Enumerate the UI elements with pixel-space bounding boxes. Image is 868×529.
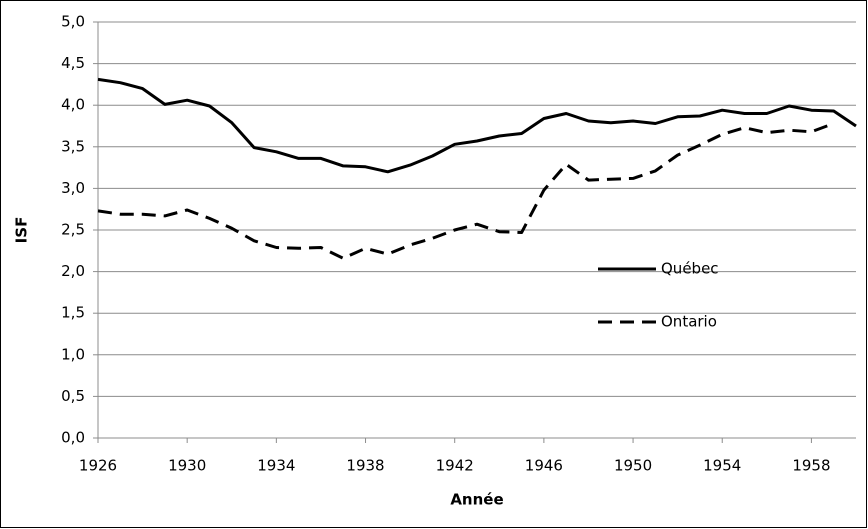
y-tick-label: 3,5: [61, 137, 85, 155]
x-tick-label: 1946: [525, 457, 563, 475]
y-tick-label: 4,0: [61, 96, 85, 114]
y-tick-label: 1,0: [61, 345, 85, 363]
series-line: [97, 122, 835, 260]
x-tick-label: 1926: [79, 457, 117, 475]
y-axis-title: ISF: [13, 217, 31, 244]
x-tick-label: 1942: [436, 457, 474, 475]
y-tick-label: 5,0: [61, 13, 85, 31]
legend-label: Ontario: [661, 313, 717, 331]
y-tick-label: 2,0: [61, 262, 85, 280]
x-tick-label: 1930: [168, 457, 206, 475]
x-tick-label: 1934: [257, 457, 295, 475]
x-axis-title: Année: [450, 491, 503, 509]
y-tick-label: 4,5: [61, 54, 85, 72]
y-tick-label: 1,5: [61, 304, 85, 322]
series-line: [97, 77, 857, 174]
legend-label: Québec: [661, 260, 719, 278]
y-tick-label: 0,5: [61, 387, 85, 405]
x-tick-label: 1938: [346, 457, 384, 475]
y-tick-label: 2,5: [61, 221, 85, 239]
x-tick-label: 1950: [614, 457, 652, 475]
y-tick-label: 0,0: [61, 429, 85, 447]
x-tick-label: 1958: [792, 457, 830, 475]
y-tick-label: 3,0: [61, 179, 85, 197]
x-tick-label: 1954: [703, 457, 741, 475]
